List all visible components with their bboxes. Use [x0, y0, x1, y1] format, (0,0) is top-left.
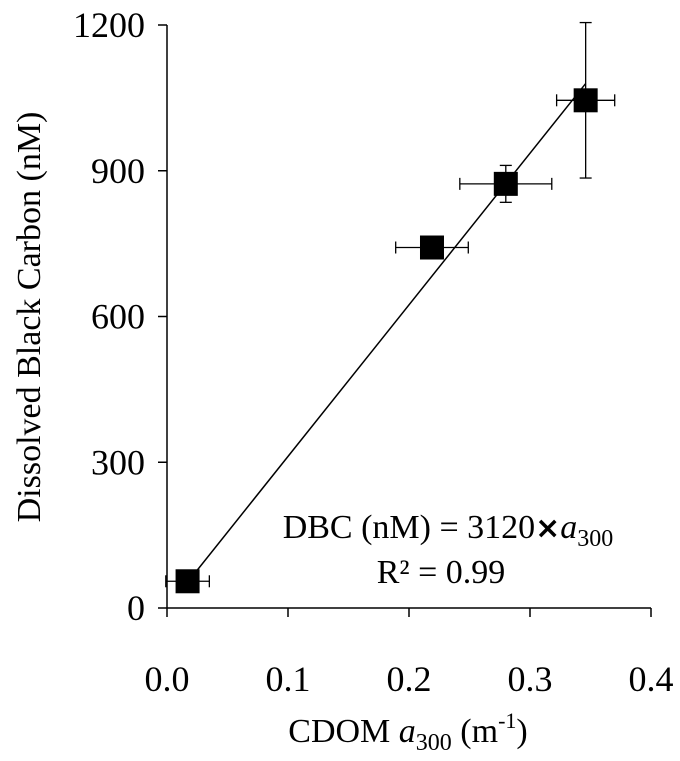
x-title-unit-open: (m — [452, 713, 498, 750]
x-ticks: 0.0 0.1 0.2 0.3 0.4 — [145, 608, 674, 699]
x-title-main: CDOM — [288, 713, 399, 750]
equation-var: a — [560, 509, 577, 546]
equation-prefix: DBC (nM) = 3120 — [283, 509, 535, 546]
square-marker — [493, 171, 518, 196]
x-title-var: a — [399, 713, 416, 750]
y-axis-title: Dissolved Black Carbon (nM) — [11, 112, 48, 523]
data-point — [165, 569, 211, 594]
x-axis-title: CDOM a300 (m-1) — [288, 708, 527, 756]
x-tick-label: 0.0 — [145, 659, 190, 699]
data-point — [555, 21, 616, 179]
y-ticks: 0 300 600 900 1200 — [73, 5, 167, 628]
axes: 0 300 600 900 1200 0.0 0.1 0.2 0.3 0.4 — [73, 5, 674, 699]
fit-line-group — [186, 83, 587, 583]
x-tick-label: 0.3 — [508, 659, 553, 699]
x-tick-label: 0.1 — [266, 659, 311, 699]
x-tick-label: 0.4 — [629, 659, 674, 699]
y-tick-label: 900 — [91, 151, 145, 191]
y-tick-label: 0 — [127, 588, 145, 628]
x-title-sup: -1 — [498, 708, 516, 733]
y-tick-label: 1200 — [73, 5, 145, 45]
data-points — [165, 21, 616, 594]
x-tick-label: 0.2 — [387, 659, 432, 699]
square-marker — [175, 569, 200, 594]
equation-sub: 300 — [577, 526, 613, 552]
r-squared-label: R² = 0.99 — [377, 554, 506, 591]
regression-equation: DBC (nM) = 3120×a300 — [283, 509, 614, 552]
data-point — [459, 164, 553, 203]
data-point — [395, 235, 469, 260]
fit-line — [186, 83, 587, 583]
square-marker — [419, 235, 444, 260]
x-title-unit-close: ) — [516, 713, 527, 750]
y-tick-label: 300 — [91, 442, 145, 482]
equation-times: × — [535, 511, 560, 546]
x-title-sub: 300 — [416, 730, 452, 756]
y-tick-label: 600 — [91, 297, 145, 337]
square-marker — [573, 88, 598, 113]
